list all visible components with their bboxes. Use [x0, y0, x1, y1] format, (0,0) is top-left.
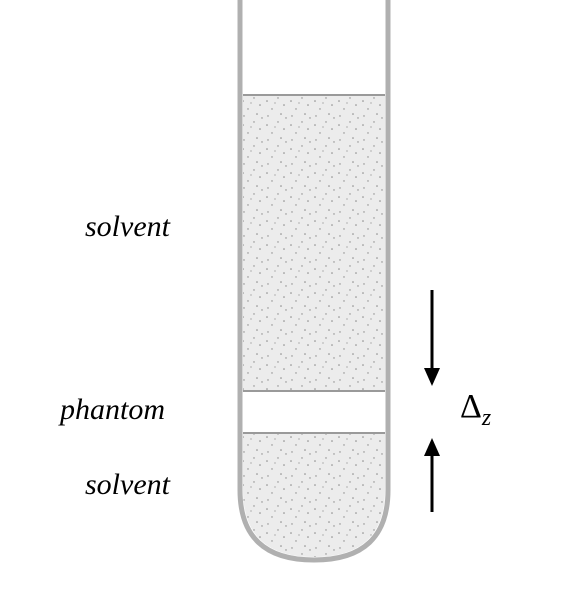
- delta-symbol: Δ: [460, 388, 482, 425]
- air-region: [243, 0, 385, 94]
- tube-diagram: [0, 0, 580, 596]
- label-phantom-text: phantom: [60, 393, 165, 426]
- label-phantom: phantom: [60, 393, 165, 427]
- phantom-region: [243, 392, 385, 432]
- label-solvent-bottom-text: solvent: [85, 468, 170, 501]
- solvent-bottom-region: [243, 434, 385, 557]
- label-solvent-top: solvent: [85, 210, 170, 244]
- label-solvent-top-text: solvent: [85, 210, 170, 243]
- delta-subscript: z: [482, 405, 491, 431]
- arrow-up: [424, 438, 440, 512]
- label-solvent-bottom: solvent: [85, 468, 170, 502]
- label-delta: Δz: [460, 388, 491, 432]
- solvent-top-region: [243, 96, 385, 390]
- arrow-down: [424, 290, 440, 386]
